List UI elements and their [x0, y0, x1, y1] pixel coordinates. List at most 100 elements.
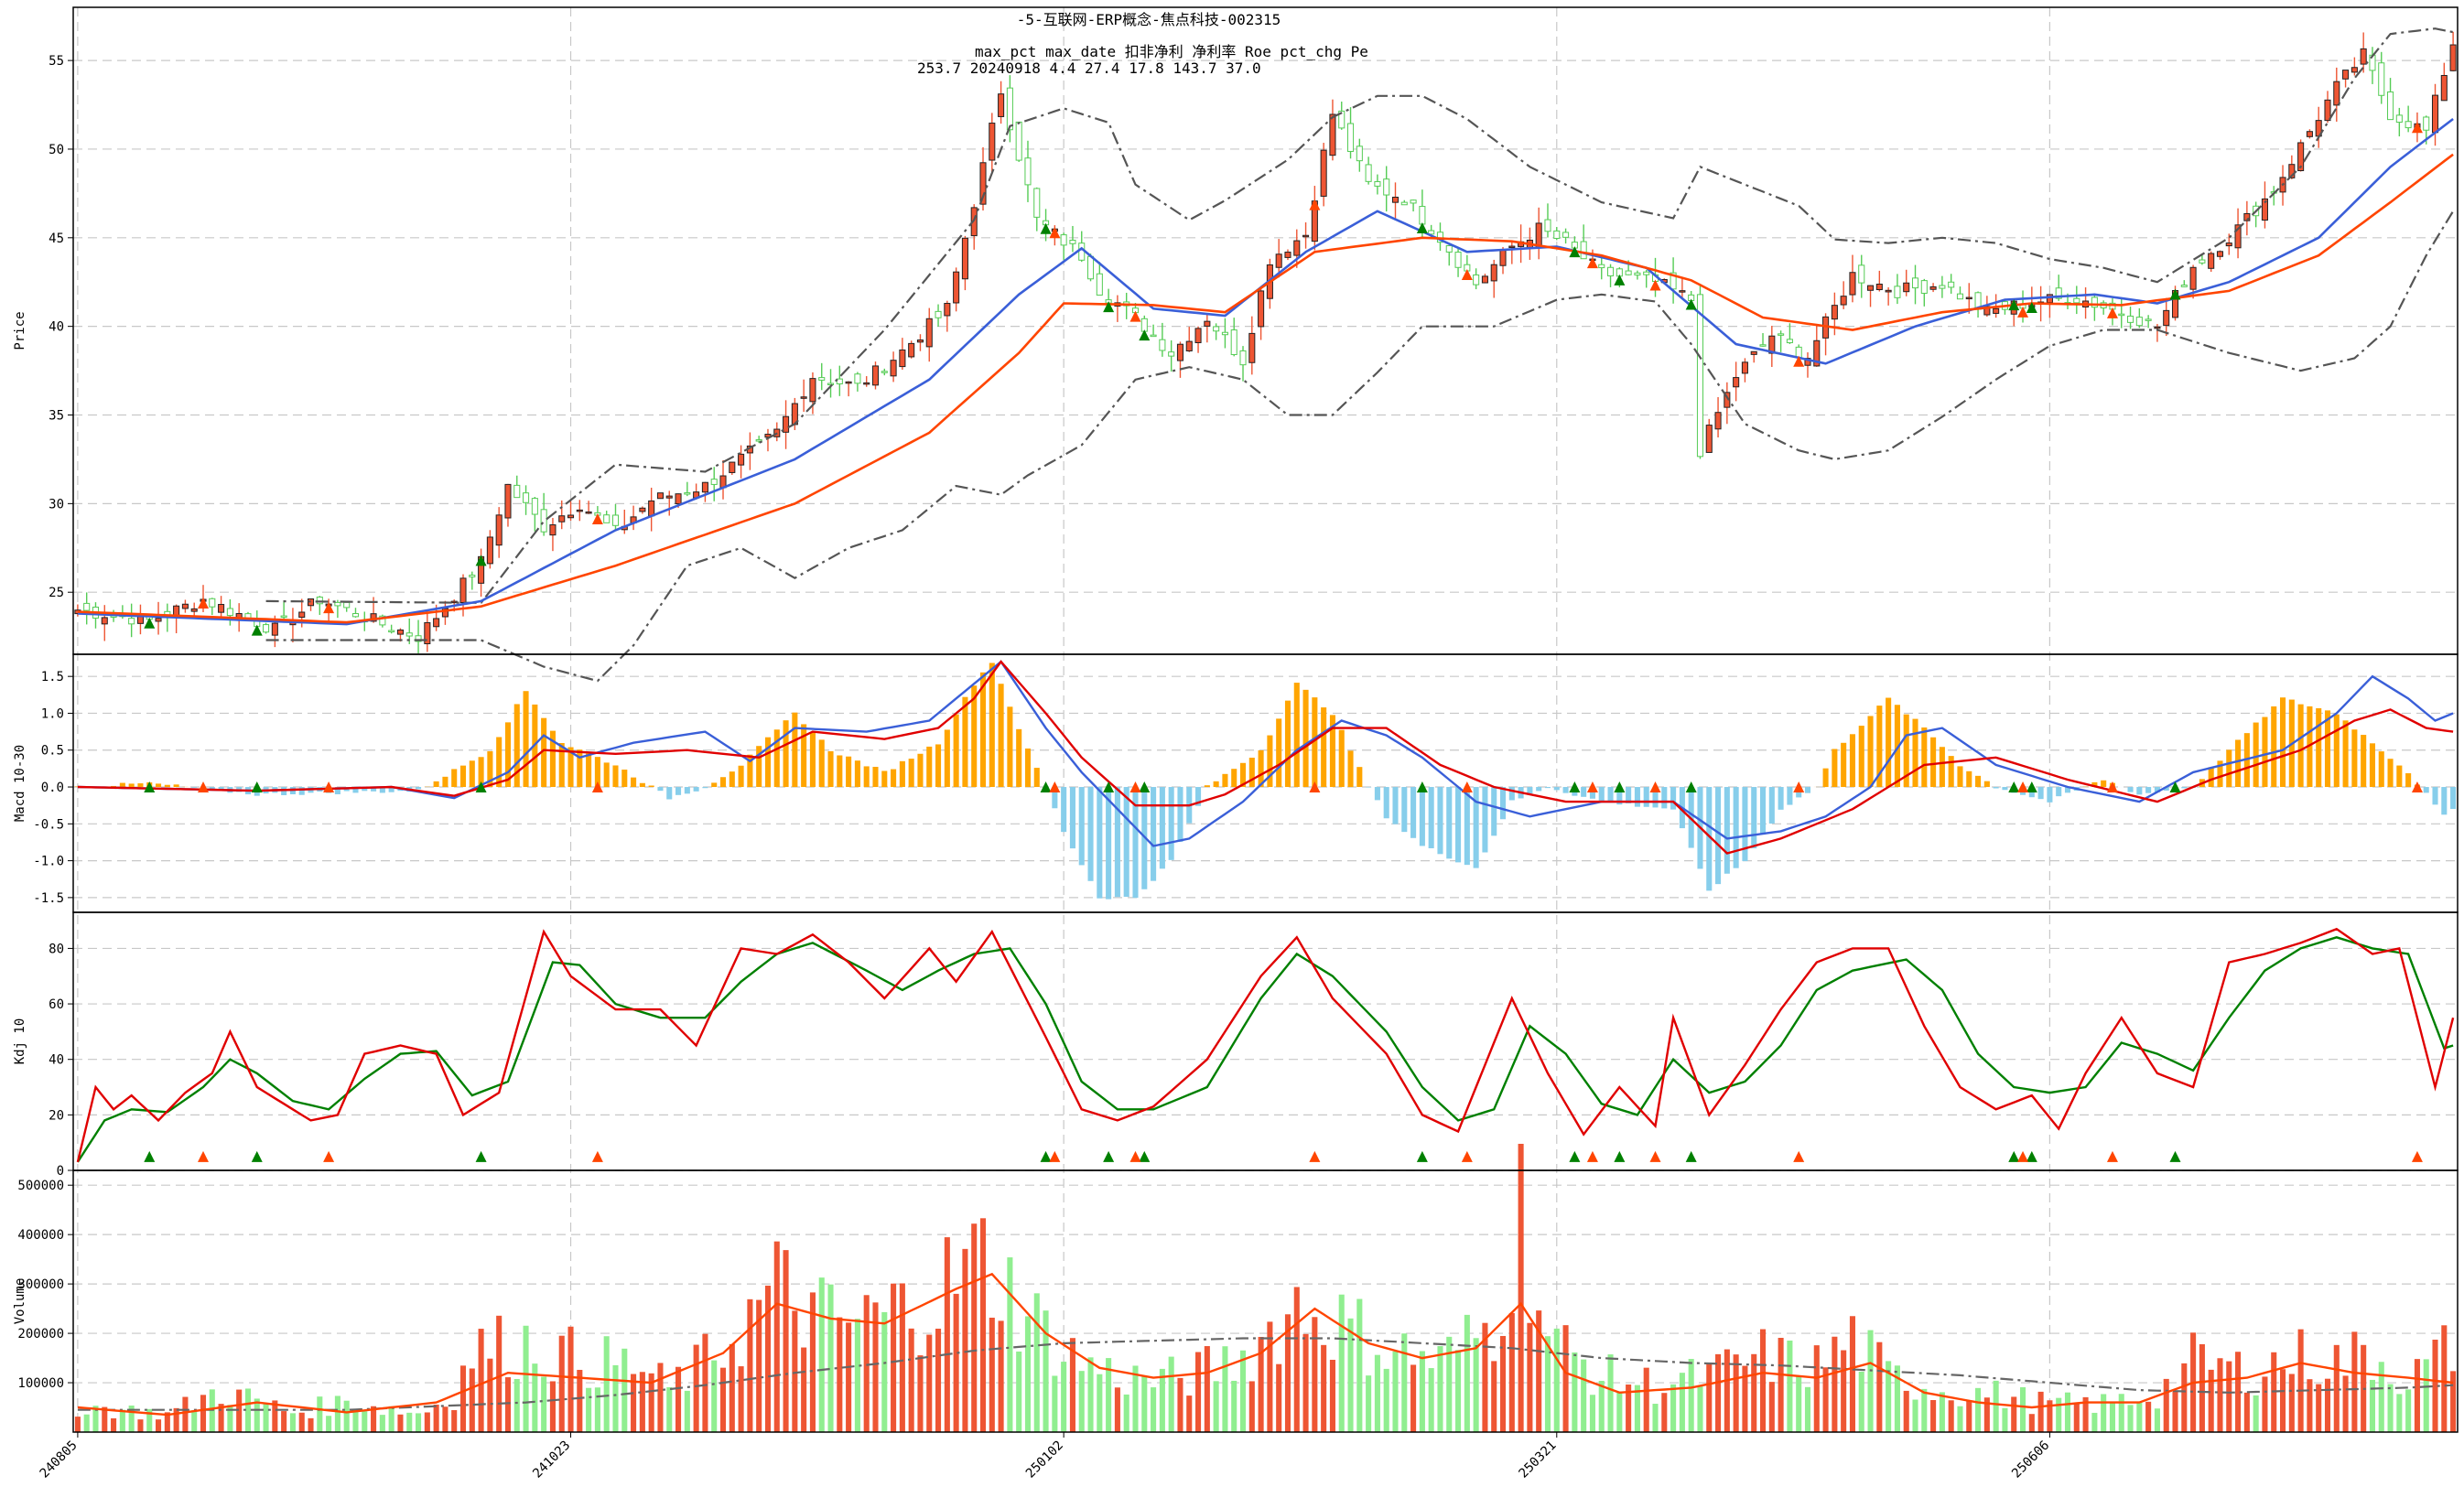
macd-histogram-bar: [1778, 787, 1784, 810]
candle-body: [496, 515, 502, 545]
candle-body: [1491, 264, 1497, 281]
candle-body: [1151, 335, 1156, 337]
candle-body: [649, 501, 654, 515]
volume-bar: [864, 1295, 870, 1432]
volume-bar: [84, 1415, 90, 1432]
macd-histogram-bar: [1670, 787, 1676, 810]
macd-histogram-bar: [846, 757, 851, 787]
macd-histogram-bar: [1554, 787, 1560, 790]
candle-body: [900, 350, 905, 366]
volume-bar: [2164, 1379, 2169, 1432]
macd-histogram-bar: [1859, 726, 1864, 787]
volume-bar: [1124, 1395, 1129, 1432]
macd-histogram-bar: [2002, 787, 2007, 790]
candle-body: [872, 366, 878, 385]
volume-bar: [2432, 1340, 2437, 1432]
candle-body: [532, 499, 537, 514]
macd-histogram-bar: [470, 760, 475, 787]
macd-histogram-bar: [1482, 787, 1487, 852]
volume-bar: [1321, 1345, 1326, 1432]
volume-bar: [317, 1396, 322, 1432]
candle-body: [1904, 283, 1909, 291]
macd-ytick-label: 1.0: [41, 706, 64, 721]
candle-body: [1778, 334, 1784, 336]
volume-bar: [2110, 1402, 2115, 1432]
volume-bar: [1347, 1319, 1353, 1432]
volume-bar: [200, 1395, 206, 1432]
candle-body: [1581, 242, 1586, 259]
volume-bar: [1312, 1317, 1317, 1432]
volume-bar: [819, 1277, 825, 1432]
candle-body: [1205, 321, 1210, 326]
volume-bar: [1186, 1395, 1192, 1432]
volume-bar: [900, 1283, 905, 1432]
candle-body: [1966, 297, 1972, 299]
candle-body: [1626, 271, 1631, 275]
candle-body: [917, 340, 923, 342]
volume-bar: [2181, 1363, 2187, 1432]
volume-bar: [577, 1370, 582, 1432]
volume-bar: [1769, 1382, 1775, 1432]
macd-histogram-bar: [1356, 767, 1362, 787]
volume-bar: [1527, 1323, 1532, 1432]
candle-body: [2128, 316, 2134, 322]
volume-bar: [612, 1365, 618, 1432]
volume-bar: [827, 1285, 833, 1432]
volume-bar: [1697, 1386, 1702, 1432]
volume-bar: [1778, 1338, 1784, 1432]
volume-bar: [2226, 1362, 2232, 1432]
macd-histogram-bar: [1151, 787, 1156, 881]
macd-histogram-bar: [1769, 787, 1775, 824]
volume-bar: [1303, 1334, 1309, 1432]
volume-bar: [1572, 1352, 1577, 1432]
macd-histogram-bar: [586, 753, 591, 787]
candle-body: [827, 383, 833, 385]
macd-histogram-bar: [989, 663, 995, 787]
volume-bar: [2334, 1345, 2340, 1432]
volume-bar: [156, 1419, 161, 1432]
macd-histogram-bar: [801, 724, 806, 787]
macd-histogram-bar: [1294, 683, 1300, 787]
macd-histogram-bar: [1321, 707, 1326, 787]
candle-body: [2181, 286, 2187, 287]
volume-bar: [514, 1379, 520, 1432]
volume-bar: [1375, 1355, 1380, 1432]
volume-bar: [1464, 1315, 1470, 1432]
price-ytick-label: 55: [49, 54, 64, 69]
candle-body: [344, 602, 350, 608]
candle-body: [586, 512, 591, 513]
macd-histogram-bar: [855, 760, 860, 787]
volume-bar: [954, 1294, 959, 1432]
candle-body: [1169, 352, 1174, 356]
volume-bar: [720, 1368, 726, 1432]
volume-bar: [1832, 1337, 1837, 1432]
candle-body: [352, 614, 358, 617]
candle-body: [1994, 308, 1999, 313]
macd-histogram-bar: [1420, 787, 1425, 846]
candle-body: [2119, 314, 2124, 316]
candle-body: [2217, 252, 2222, 256]
volume-bar: [1760, 1330, 1766, 1432]
volume-bar: [1249, 1381, 1255, 1432]
price-ytick-label: 45: [49, 232, 64, 246]
volume-bar: [2209, 1370, 2214, 1432]
candle-body: [640, 508, 645, 512]
macd-histogram-bar: [729, 771, 735, 787]
candle-body: [2307, 132, 2312, 137]
macd-histogram-bar: [999, 684, 1004, 787]
volume-bar: [2307, 1379, 2312, 1432]
volume-bar: [1231, 1381, 1237, 1432]
macd-histogram-bar: [1106, 787, 1111, 900]
volume-bar: [711, 1361, 717, 1432]
volume-bar: [2424, 1359, 2429, 1432]
volume-bar: [1518, 1144, 1524, 1432]
candle-body: [317, 597, 322, 603]
volume-bar: [290, 1413, 296, 1432]
macd-histogram-bar: [945, 729, 950, 787]
candle-body: [1356, 146, 1362, 161]
volume-bar: [1429, 1368, 1434, 1432]
macd-histogram-bar: [451, 769, 457, 787]
volume-bar: [2280, 1369, 2286, 1432]
volume-bar: [1491, 1361, 1497, 1432]
